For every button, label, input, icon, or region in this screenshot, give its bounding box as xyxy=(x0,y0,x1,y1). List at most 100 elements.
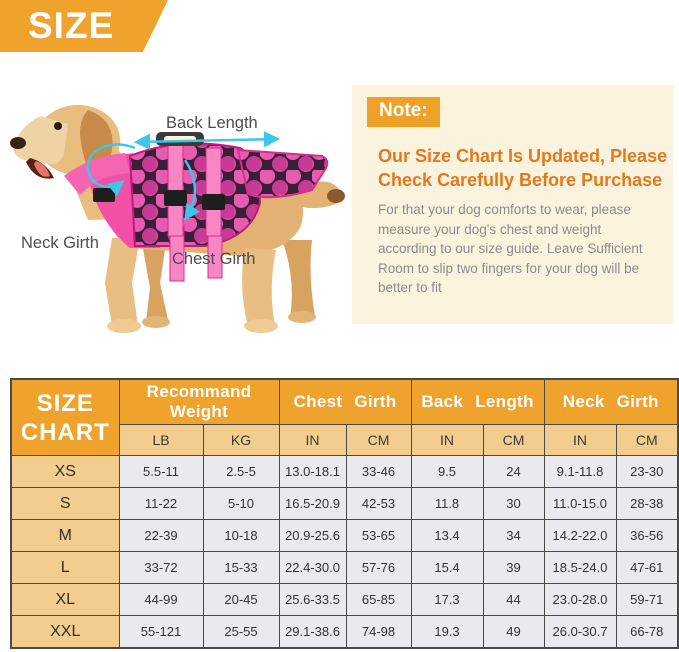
unit-cell: CM xyxy=(482,424,545,456)
note-panel: Note: Our Size Chart Is Updated, Please … xyxy=(352,85,673,324)
back-length-label: Back Length xyxy=(166,114,258,132)
value-cell: 17.3 xyxy=(410,583,484,616)
neck-girth-label: Neck Girth xyxy=(21,234,99,252)
table-row-xxl: XXL 55-121 25-55 29.1-38.6 74-98 19.3 49… xyxy=(10,615,679,649)
neck-girth-arrow xyxy=(86,143,136,197)
unit-cell: CM xyxy=(615,424,679,456)
value-cell: 11.0-15.0 xyxy=(543,487,617,520)
note-tag: Note: xyxy=(367,97,440,127)
table-row-l: L 33-72 15-33 22.4-30.0 57-76 15.4 39 18… xyxy=(10,551,679,584)
value-cell: 15-33 xyxy=(202,551,280,584)
value-cell: 49 xyxy=(482,615,545,649)
unit-cell: IN xyxy=(410,424,484,456)
note-body-line: For that your dog comforts to wear, plea… xyxy=(378,202,631,217)
group-header-back-length: Back Length xyxy=(410,378,545,425)
value-cell: 18.5-24.0 xyxy=(543,551,617,584)
value-cell: 9.1-11.8 xyxy=(543,455,617,488)
value-cell: 20.9-25.6 xyxy=(278,519,347,552)
dog-illustration xyxy=(10,105,345,333)
value-cell: 36-56 xyxy=(615,519,679,552)
value-cell: 30 xyxy=(482,487,545,520)
value-cell: 65-85 xyxy=(345,583,412,616)
size-cell: S xyxy=(10,487,120,520)
note-body-line: according to our size guide. Leave Suffi… xyxy=(378,241,643,256)
value-cell: 20-45 xyxy=(202,583,280,616)
size-cell: M xyxy=(10,519,120,552)
value-cell: 53-65 xyxy=(345,519,412,552)
table-row-m: M 22-39 10-18 20.9-25.6 53-65 13.4 34 14… xyxy=(10,519,679,552)
size-cell: XS xyxy=(10,455,120,488)
note-body-line: better to fit xyxy=(378,280,442,295)
table-row-s: S 11-22 5-10 16.5-20.9 42-53 11.8 30 11.… xyxy=(10,487,679,520)
size-cell: XL xyxy=(10,583,120,616)
banner-title: SIZE xyxy=(28,5,115,46)
chest-girth-arrow xyxy=(183,159,200,221)
value-cell: 23-30 xyxy=(615,455,679,488)
value-cell: 23.0-28.0 xyxy=(543,583,617,616)
value-cell: 5.5-11 xyxy=(118,455,204,488)
value-cell: 11-22 xyxy=(118,487,204,520)
value-cell: 9.5 xyxy=(410,455,484,488)
value-cell: 25-55 xyxy=(202,615,280,649)
chest-girth-label: Chest Girth xyxy=(172,250,256,268)
size-cell: XXL xyxy=(10,615,120,649)
value-cell: 44 xyxy=(482,583,545,616)
value-cell: 14.2-22.0 xyxy=(543,519,617,552)
value-cell: 22-39 xyxy=(118,519,204,552)
value-cell: 15.4 xyxy=(410,551,484,584)
value-cell: 22.4-30.0 xyxy=(278,551,347,584)
value-cell: 29.1-38.6 xyxy=(278,615,347,649)
value-cell: 13.0-18.1 xyxy=(278,455,347,488)
corner-line: CHART xyxy=(20,418,110,446)
note-heading: Our Size Chart Is Updated, Please Check … xyxy=(378,144,667,192)
value-cell: 59-71 xyxy=(615,583,679,616)
note-body: For that your dog comforts to wear, plea… xyxy=(378,200,643,298)
size-chart-table: SIZE CHART Recommand Weight Chest Girth … xyxy=(10,378,679,649)
value-cell: 74-98 xyxy=(345,615,412,649)
table-row-xs: XS 5.5-11 2.5-5 13.0-18.1 33-46 9.5 24 9… xyxy=(10,455,679,488)
group-header-weight: Recommand Weight xyxy=(118,378,280,425)
back-length-arrow xyxy=(133,131,281,150)
group-header-neck-girth: Neck Girth xyxy=(543,378,679,425)
value-cell: 44-99 xyxy=(118,583,204,616)
unit-cell: IN xyxy=(278,424,347,456)
corner-line: SIZE xyxy=(36,389,94,417)
note-body-line: Room to slip two fingers for your dog wi… xyxy=(378,260,640,276)
value-cell: 24 xyxy=(482,455,545,488)
value-cell: 10-18 xyxy=(202,519,280,552)
value-cell: 16.5-20.9 xyxy=(278,487,347,520)
group-header-chest-girth: Chest Girth xyxy=(278,378,412,425)
note-heading-line: Our Size Chart Is Updated, Please xyxy=(378,146,668,166)
value-cell: 26.0-30.7 xyxy=(543,615,617,649)
value-cell: 42-53 xyxy=(345,487,412,520)
dog-measurement-figure: Back Length Neck Girth Chest Girth xyxy=(0,98,345,343)
value-cell: 66-78 xyxy=(615,615,679,649)
unit-cell: CM xyxy=(345,424,412,456)
table-row-xl: XL 44-99 20-45 25.6-33.5 65-85 17.3 44 2… xyxy=(10,583,679,616)
value-cell: 25.6-33.5 xyxy=(278,583,347,616)
note-heading-line: Check Carefully Before Purchase xyxy=(378,170,663,190)
value-cell: 33-46 xyxy=(345,455,412,488)
size-banner: SIZE xyxy=(0,0,168,52)
value-cell: 57-76 xyxy=(345,551,412,584)
note-body-line: measure your dog's chest and weight xyxy=(378,221,602,237)
size-cell: L xyxy=(10,551,120,584)
table-group-header-row: SIZE CHART Recommand Weight Chest Girth … xyxy=(10,378,679,456)
value-cell: 28-38 xyxy=(615,487,679,520)
value-cell: 47-61 xyxy=(615,551,679,584)
value-cell: 2.5-5 xyxy=(202,455,280,488)
unit-cell: IN xyxy=(543,424,617,456)
table-corner-cell: SIZE CHART xyxy=(10,378,120,456)
value-cell: 19.3 xyxy=(410,615,484,649)
table-unit-row: LB KG IN CM IN CM IN CM xyxy=(11,424,679,456)
value-cell: 5-10 xyxy=(202,487,280,520)
unit-cell: KG xyxy=(202,424,280,456)
unit-cell: LB xyxy=(118,424,204,456)
value-cell: 34 xyxy=(482,519,545,552)
value-cell: 33-72 xyxy=(118,551,204,584)
value-cell: 39 xyxy=(482,551,545,584)
value-cell: 55-121 xyxy=(118,615,204,649)
value-cell: 11.8 xyxy=(410,487,484,520)
value-cell: 13.4 xyxy=(410,519,484,552)
